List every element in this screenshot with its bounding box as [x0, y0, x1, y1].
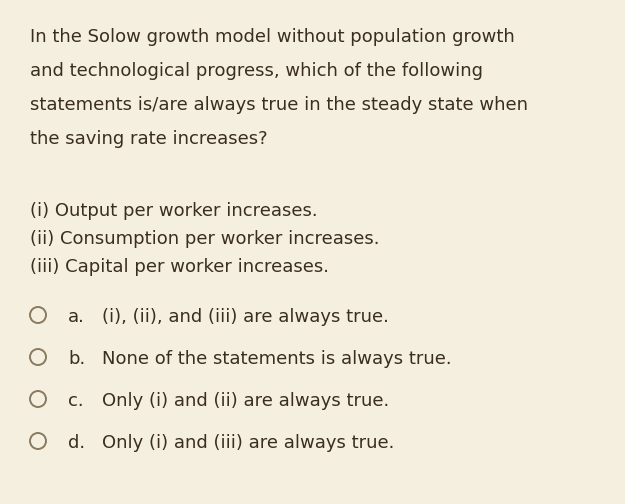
Text: and technological progress, which of the following: and technological progress, which of the…: [30, 62, 483, 80]
Text: (i) Output per worker increases.: (i) Output per worker increases.: [30, 202, 318, 220]
Text: Only (i) and (ii) are always true.: Only (i) and (ii) are always true.: [102, 392, 389, 410]
Text: d.: d.: [68, 434, 85, 452]
Text: Only (i) and (iii) are always true.: Only (i) and (iii) are always true.: [102, 434, 394, 452]
Text: (iii) Capital per worker increases.: (iii) Capital per worker increases.: [30, 258, 329, 276]
Text: statements is/are always true in the steady state when: statements is/are always true in the ste…: [30, 96, 528, 114]
Text: the saving rate increases?: the saving rate increases?: [30, 130, 268, 148]
Text: In the Solow growth model without population growth: In the Solow growth model without popula…: [30, 28, 515, 46]
Text: None of the statements is always true.: None of the statements is always true.: [102, 350, 452, 368]
Text: (i), (ii), and (iii) are always true.: (i), (ii), and (iii) are always true.: [102, 308, 389, 326]
Text: (ii) Consumption per worker increases.: (ii) Consumption per worker increases.: [30, 230, 379, 248]
Text: c.: c.: [68, 392, 84, 410]
Text: a.: a.: [68, 308, 85, 326]
Text: b.: b.: [68, 350, 85, 368]
